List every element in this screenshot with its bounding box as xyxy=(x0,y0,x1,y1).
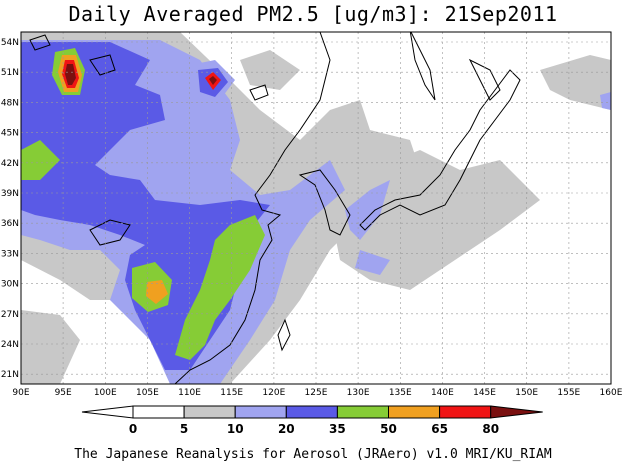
colorbar-label: 65 xyxy=(431,422,448,436)
map-border xyxy=(20,31,612,385)
colorbar-segment xyxy=(234,405,287,419)
lon-tick-label: 95E xyxy=(55,388,72,398)
lon-tick-label: 140E xyxy=(431,388,454,398)
colorbar-label: 35 xyxy=(329,422,346,436)
colorbar: 0 5 10 20 35 50 65 80 xyxy=(81,405,543,436)
lon-tick-label: 125E xyxy=(305,388,328,398)
credit-line: The Japanese Reanalysis for Aerosol (JRA… xyxy=(74,447,552,462)
lat-tick-label: 54N xyxy=(1,38,19,48)
lat-tick-label: 33N xyxy=(1,249,19,259)
colorbar-left-arrow xyxy=(81,405,134,419)
lon-tick-label: 160E xyxy=(600,388,623,398)
coastlines xyxy=(29,32,521,384)
lat-tick-label: 45N xyxy=(1,129,19,139)
lat-tick-label: 36N xyxy=(1,219,19,229)
gridlines xyxy=(21,32,611,384)
lon-tick-label: 110E xyxy=(178,388,201,398)
colorbar-segment xyxy=(132,405,185,419)
colorbar-label: 20 xyxy=(278,422,295,436)
colorbar-label: 80 xyxy=(482,422,499,436)
longitude-axis: 90E 95E 100E 105E 110E 115E 120E 125E 130E 135E 14… xyxy=(12,388,622,398)
lon-tick-label: 150E xyxy=(515,388,538,398)
colorbar-segment xyxy=(285,405,338,419)
lon-tick-label: 105E xyxy=(136,388,159,398)
lat-tick-label: 24N xyxy=(1,340,19,350)
colorbar-segment xyxy=(183,405,236,419)
colorbar-segment xyxy=(439,405,492,419)
lon-tick-label: 130E xyxy=(347,388,370,398)
map-title: Daily Averaged PM2.5 [ug/m3]: 21Sep2011 xyxy=(68,2,558,26)
colorbar-segment xyxy=(388,405,441,419)
lat-tick-label: 48N xyxy=(1,98,19,108)
colorbar-label: 0 xyxy=(129,422,137,436)
lon-tick-label: 155E xyxy=(557,388,580,398)
lon-tick-label: 145E xyxy=(473,388,496,398)
lat-tick-label: 21N xyxy=(1,370,19,380)
lat-tick-label: 27N xyxy=(1,310,19,320)
colorbar-label: 10 xyxy=(227,422,244,436)
colorbar-label: 50 xyxy=(380,422,397,436)
lat-tick-label: 39N xyxy=(1,189,19,199)
lat-tick-label: 51N xyxy=(1,68,19,78)
latitude-axis: 54N 51N 48N 45N 42N 39N 36N 33N 30N 27N 24N 21N xyxy=(1,38,19,380)
colorbar-label: 5 xyxy=(180,422,188,436)
lon-tick-label: 120E xyxy=(262,388,285,398)
lon-tick-label: 135E xyxy=(389,388,412,398)
lon-tick-label: 100E xyxy=(94,388,117,398)
lon-tick-label: 90E xyxy=(12,388,29,398)
lon-tick-label: 115E xyxy=(220,388,243,398)
lat-tick-label: 42N xyxy=(1,159,19,169)
colorbar-segment xyxy=(336,405,389,419)
colorbar-right-arrow xyxy=(490,405,543,419)
lat-tick-label: 30N xyxy=(1,280,19,290)
